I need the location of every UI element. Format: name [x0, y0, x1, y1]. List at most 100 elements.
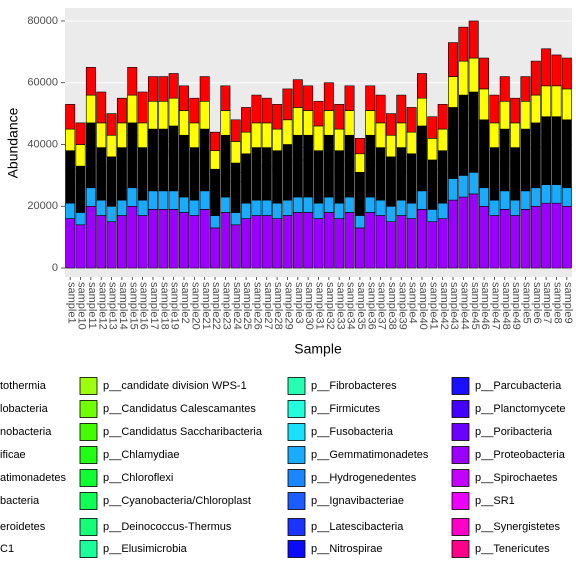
bar-segment [96, 199, 107, 216]
legend-label: p__SR1 [475, 495, 515, 507]
bar-segment [85, 66, 96, 96]
bar-segment [106, 156, 117, 167]
bar-segment [251, 122, 262, 148]
bar-segment [427, 159, 438, 170]
bar-segment [344, 85, 355, 111]
bar-segment [530, 147, 541, 189]
bar-segment [116, 199, 127, 216]
bar-segment [96, 165, 107, 201]
bar-segment [158, 141, 169, 155]
bar-segment [396, 165, 407, 201]
bar-segment [520, 190, 531, 210]
bar-segment [158, 209, 169, 269]
legend-swatch [79, 469, 98, 487]
bar-segment [427, 178, 438, 210]
x-tick-label: sample3 [293, 282, 305, 324]
bar-segment [282, 88, 293, 121]
bar-segment [406, 153, 417, 164]
bar-segment [116, 165, 127, 201]
bar-segment [210, 131, 220, 151]
x-tick-label: sample15 [127, 282, 139, 330]
x-tick-label: sample26 [252, 282, 264, 330]
bar-segment [437, 218, 448, 269]
bar-segment [551, 54, 562, 87]
bar-segment [230, 162, 241, 173]
legend-label: p__Fusobacteria [311, 426, 394, 438]
bar-segment [189, 165, 200, 201]
bar-segment [375, 122, 386, 148]
bar-segment [427, 138, 438, 161]
legend-label: p__Synergistetes [475, 521, 560, 533]
x-tick-label: sample2 [179, 282, 191, 324]
legend-label: p__Nitrospirae [311, 543, 383, 555]
bar-segment [334, 150, 345, 161]
bar-segment [137, 215, 148, 269]
bar-segment [168, 209, 179, 269]
bar-segment [272, 150, 283, 161]
bar-segment [530, 60, 541, 96]
bar-segment [520, 209, 531, 269]
bar-segment [147, 76, 158, 102]
legend-swatch [451, 518, 470, 536]
bar-segment [75, 122, 86, 145]
bar-segment [541, 116, 552, 130]
legend-swatch [79, 446, 98, 464]
bar-segment [344, 134, 355, 148]
bar-segment [354, 190, 365, 216]
bar-segment [520, 153, 531, 192]
bar-segment [385, 113, 396, 136]
y-tick-label: 60000 [27, 77, 58, 89]
x-tick-label: sample19 [169, 282, 181, 330]
bar-segment [323, 110, 334, 136]
bar-segment [551, 116, 562, 130]
bar-segment [448, 76, 458, 108]
bar-segment [261, 122, 272, 148]
x-tick-label: sample48 [500, 282, 512, 330]
bar-segment [251, 94, 262, 124]
bar-segment [261, 97, 272, 124]
bar-segment [210, 178, 220, 189]
bar-segment [354, 172, 365, 182]
bar-segment [489, 122, 500, 148]
legend-swatch [451, 423, 470, 441]
bar-segment [417, 138, 427, 151]
bar-segment [344, 196, 355, 213]
bar-segment [230, 224, 241, 269]
bar-segment [354, 181, 365, 192]
bar-segment [344, 159, 355, 198]
bar-segment [375, 147, 386, 158]
bar-segment [261, 147, 272, 158]
bar-segment [220, 85, 231, 111]
bar-segment [375, 156, 386, 167]
bar-segment [65, 104, 76, 130]
bar-segment [282, 215, 293, 269]
bar-segment [406, 162, 417, 173]
bar-segment [220, 159, 231, 198]
x-tick-label: sample35 [355, 282, 367, 330]
bar-segment [520, 141, 531, 155]
legend-swatch [287, 423, 306, 441]
bar-segment [385, 205, 396, 223]
x-tick-label: sample30 [303, 282, 315, 330]
x-tick-label: sample32 [324, 282, 336, 330]
bar-segment [85, 122, 96, 136]
bar-segment [106, 134, 117, 158]
bar-segment [230, 212, 241, 226]
x-tick-label: sample39 [396, 282, 408, 330]
bar-segment [385, 165, 396, 176]
legend-label: p__Chloroflexi [103, 472, 173, 484]
bar-segment [137, 122, 148, 148]
bar-segment [313, 168, 324, 204]
bar-segment [220, 134, 231, 148]
bar-segment [323, 147, 334, 161]
legend-label: p__Chlamydiae [103, 449, 179, 461]
bar-segment [313, 159, 324, 170]
x-tick-label: sample16 [138, 282, 150, 330]
x-tick-label: sample4 [407, 282, 419, 324]
bar-segment [303, 110, 314, 136]
bar-segment [468, 91, 479, 108]
bar-segment [85, 187, 96, 207]
bar-segment [189, 147, 200, 158]
bar-segment [220, 110, 231, 136]
legend-label: p__Spirochaetes [475, 472, 558, 484]
